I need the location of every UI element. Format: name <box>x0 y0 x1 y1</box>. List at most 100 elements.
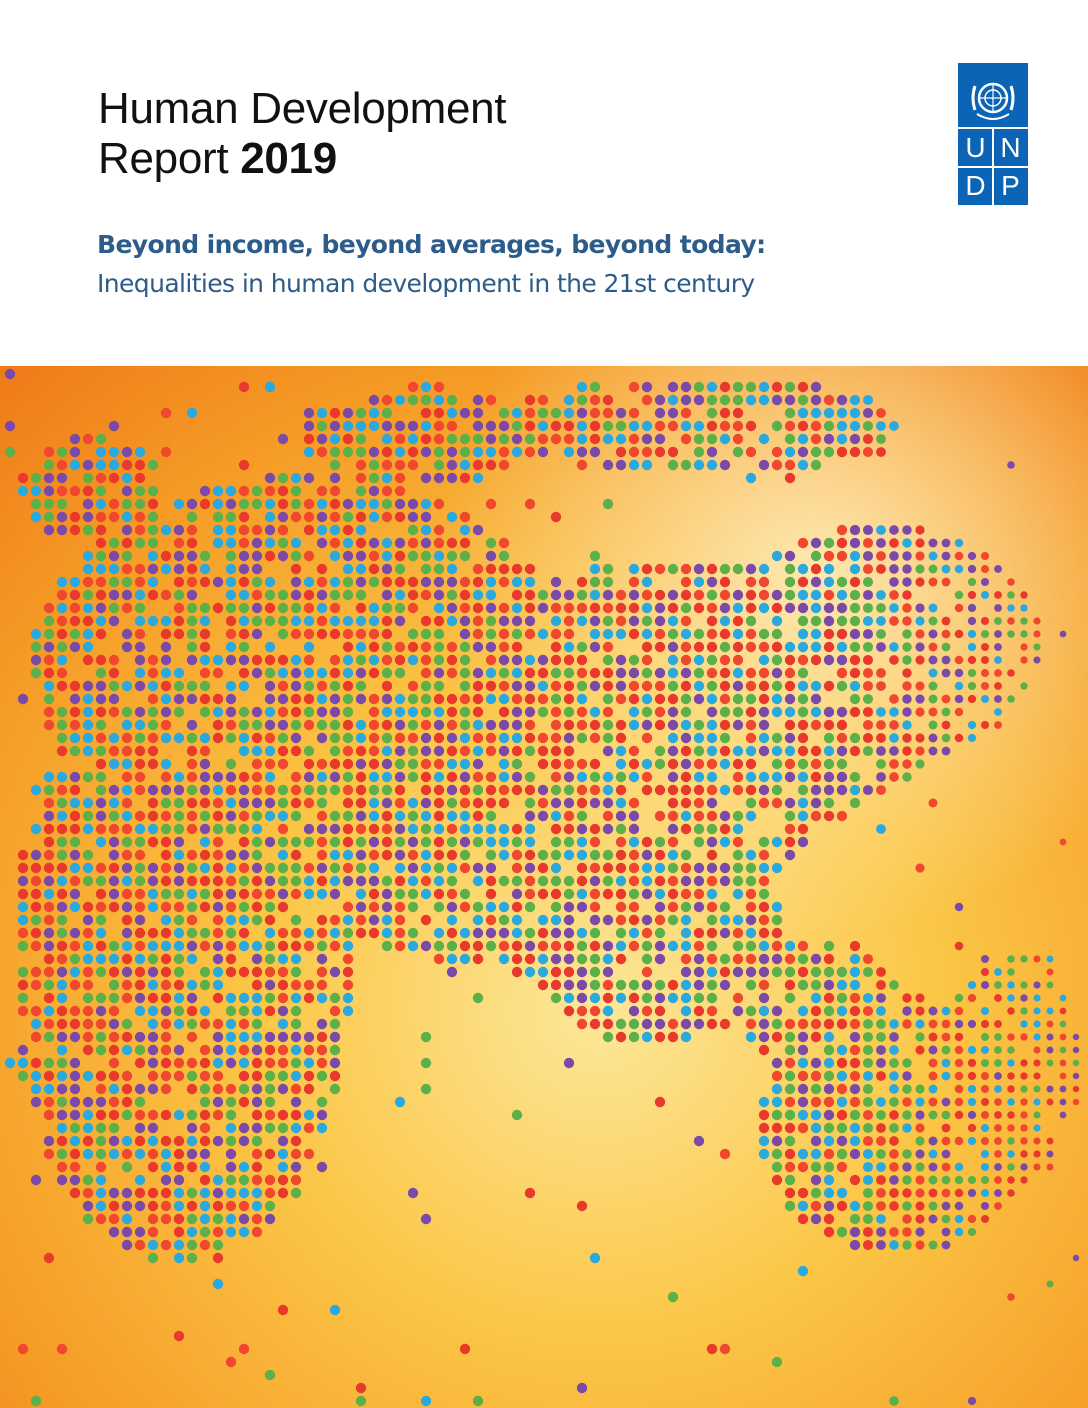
globe-dot <box>381 472 393 484</box>
globe-dot <box>472 953 484 965</box>
globe-dot <box>732 680 744 692</box>
globe-dot <box>719 784 731 796</box>
globe-dot <box>17 940 29 952</box>
globe-dot <box>576 641 588 653</box>
globe-dot <box>797 1265 809 1277</box>
globe-dot <box>524 446 536 458</box>
globe-dot <box>576 576 588 588</box>
globe-dot <box>134 524 146 536</box>
globe-dot <box>238 719 250 731</box>
globe-dot <box>994 1163 1002 1171</box>
globe-dot <box>173 498 185 510</box>
globe-dot <box>771 862 783 874</box>
globe-dot <box>967 551 977 561</box>
globe-dot <box>784 771 796 783</box>
globe-dot <box>108 1135 120 1147</box>
globe-dot <box>342 420 354 432</box>
globe-dot <box>69 862 81 874</box>
globe-dot <box>69 875 81 887</box>
globe-dot <box>160 446 172 458</box>
globe-dot <box>889 1175 899 1185</box>
globe-dot <box>628 745 640 757</box>
globe-dot <box>420 823 432 835</box>
globe-dot <box>485 537 497 549</box>
globe-dot <box>771 914 783 926</box>
globe-dot <box>316 966 328 978</box>
globe-dot <box>56 745 68 757</box>
globe-dot <box>771 615 783 627</box>
globe-dot <box>810 797 822 809</box>
globe-dot <box>342 407 354 419</box>
globe-dot <box>95 862 107 874</box>
globe-dot <box>758 628 770 640</box>
globe-dot <box>446 953 458 965</box>
globe-dot <box>459 901 471 913</box>
globe-dot <box>485 888 497 900</box>
globe-dot <box>472 693 484 705</box>
globe-dot <box>967 642 977 652</box>
globe-dot <box>771 732 783 744</box>
globe-dot <box>680 901 692 913</box>
globe-dot <box>849 563 861 575</box>
globe-dot <box>498 576 510 588</box>
globe-dot <box>160 1070 172 1082</box>
globe-dot <box>82 1044 94 1056</box>
globe-dot <box>511 758 523 770</box>
globe-dot <box>576 758 588 770</box>
globe-dot <box>524 823 536 835</box>
globe-dot <box>889 616 899 626</box>
globe-dot <box>563 732 575 744</box>
globe-dot <box>225 511 237 523</box>
globe-dot <box>680 1018 692 1030</box>
globe-dot <box>576 979 588 991</box>
globe-dot <box>329 810 341 822</box>
globe-dot <box>264 719 276 731</box>
globe-dot <box>498 615 510 627</box>
globe-dot <box>745 966 757 978</box>
globe-dot <box>667 407 679 419</box>
globe-dot <box>862 1031 874 1043</box>
globe-dot <box>30 1083 42 1095</box>
globe-dot <box>928 707 938 717</box>
globe-dot <box>485 589 497 601</box>
globe-dot <box>56 992 68 1004</box>
globe-dot <box>95 888 107 900</box>
globe-dot <box>797 667 809 679</box>
globe-dot <box>1033 1085 1041 1093</box>
globe-dot <box>134 1174 146 1186</box>
globe-dot <box>889 564 899 574</box>
globe-dot <box>537 706 549 718</box>
globe-dot <box>134 563 146 575</box>
globe-dot <box>316 511 328 523</box>
globe-dot <box>108 784 120 796</box>
globe-dot <box>368 641 380 653</box>
globe-dot <box>238 1343 250 1355</box>
globe-dot <box>212 992 224 1004</box>
globe-dot <box>82 1187 94 1199</box>
globe-dot <box>1059 1072 1067 1080</box>
globe-dot <box>342 667 354 679</box>
globe-dot <box>69 1174 81 1186</box>
globe-dot <box>771 1005 783 1017</box>
globe-dot <box>95 524 107 536</box>
globe-dot <box>576 797 588 809</box>
globe-dot <box>186 1187 198 1199</box>
globe-dot <box>810 654 822 666</box>
globe-dot <box>797 1200 809 1212</box>
globe-dot <box>732 602 744 614</box>
globe-dot <box>849 732 861 744</box>
globe-dot <box>771 940 783 952</box>
globe-dot <box>602 433 614 445</box>
globe-dot <box>316 823 328 835</box>
globe-dot <box>902 1110 912 1120</box>
globe-dot <box>121 1239 133 1251</box>
globe-dot <box>173 914 185 926</box>
globe-dot <box>550 784 562 796</box>
globe-dot <box>954 590 964 600</box>
globe-dot <box>615 1018 627 1030</box>
globe-dot <box>836 407 848 419</box>
globe-dot <box>108 498 120 510</box>
globe-dot <box>238 862 250 874</box>
globe-dot <box>95 485 107 497</box>
globe-dot <box>238 823 250 835</box>
